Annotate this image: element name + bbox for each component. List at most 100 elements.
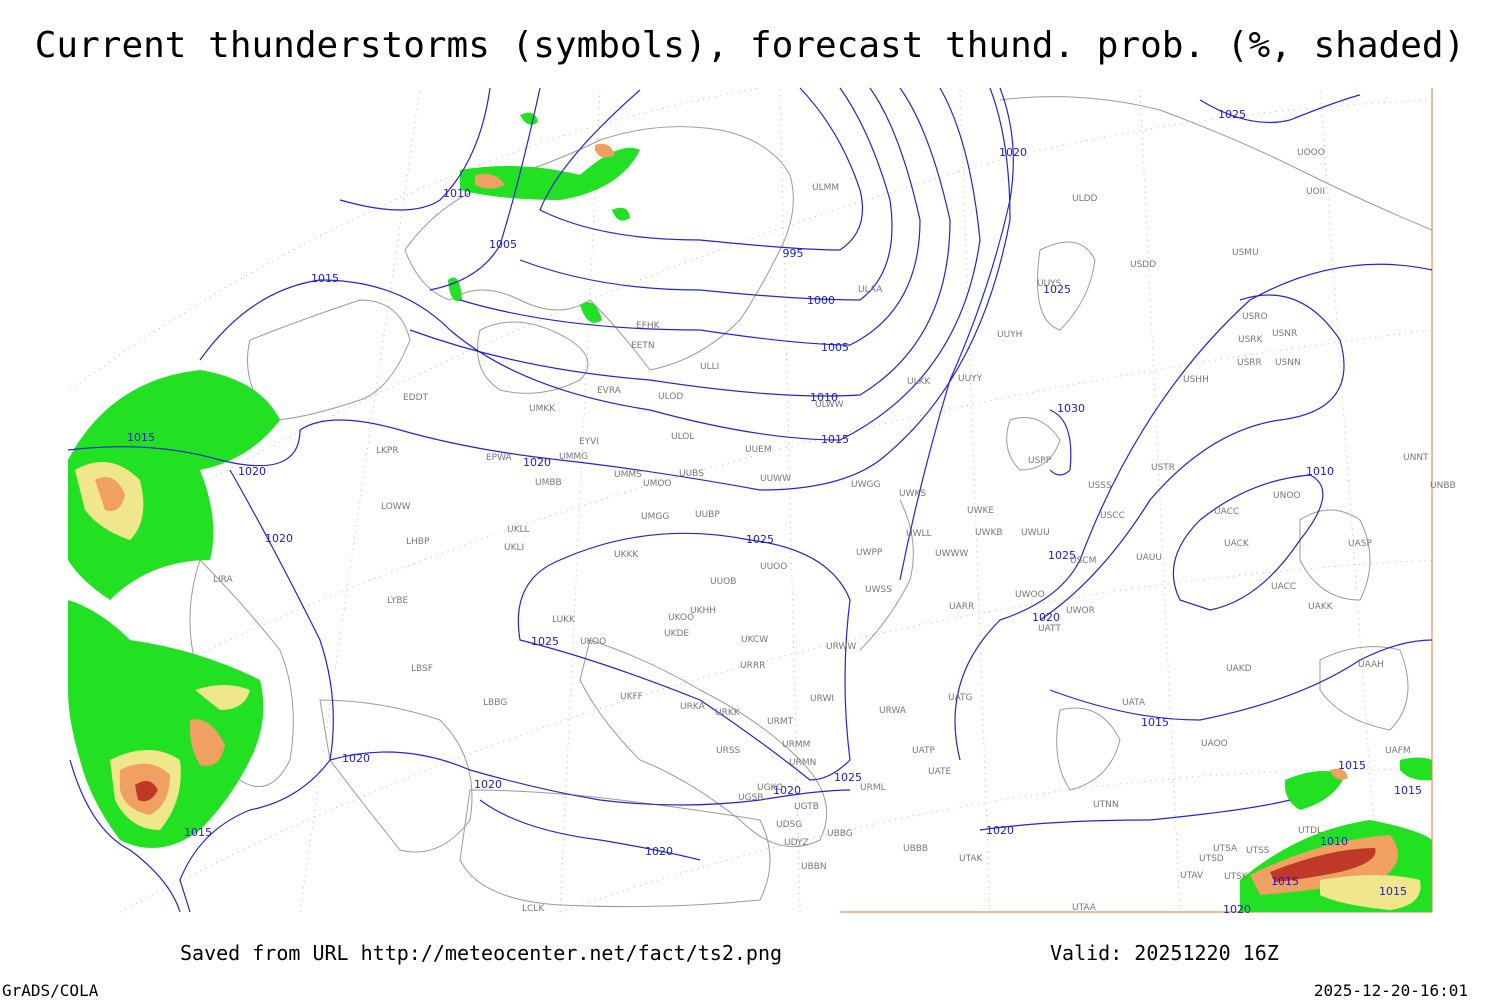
station-label: USRO	[1242, 312, 1268, 322]
station-label: USMU	[1232, 248, 1259, 258]
station-label: UATT	[1038, 624, 1061, 634]
isobar-label: 1015	[1379, 885, 1407, 898]
station-label: UWLL	[906, 529, 932, 539]
station-label: EPWA	[486, 453, 513, 463]
station-label: UWKB	[975, 528, 1003, 538]
isobar-label: 1015	[127, 431, 155, 444]
station-label: USNN	[1275, 358, 1301, 368]
station-label: UUBS	[679, 469, 704, 479]
station-label: UWUU	[1021, 528, 1050, 538]
station-label: URKA	[680, 702, 706, 712]
station-label: UKOO	[668, 613, 694, 623]
station-label: UTAA	[1072, 903, 1097, 913]
timestamp: 2025-12-20-16:01	[1314, 981, 1468, 1000]
station-label: LCLK	[522, 904, 545, 914]
station-label: LBSF	[411, 664, 433, 674]
map-labels: 1010 1005 1015 995 1000 1005 1010 1015 1015 1020 1…	[127, 108, 1456, 916]
isobar-label: 1020	[523, 456, 551, 469]
isobar-label: 1000	[807, 294, 835, 307]
station-label: ULDD	[1072, 194, 1098, 204]
isobar-label: 1015	[1338, 759, 1366, 772]
station-label: USCM	[1070, 556, 1096, 566]
station-label: UKLI	[504, 543, 524, 553]
station-label: UWOO	[1015, 590, 1045, 600]
station-label: UWKE	[967, 506, 994, 516]
isobar-label: 1005	[821, 341, 849, 354]
valid-time: Valid: 20251220 16Z	[1050, 941, 1279, 965]
isobar-label: 1015	[1141, 716, 1169, 729]
station-label: UASP	[1348, 539, 1372, 549]
station-label: UBBB	[903, 844, 928, 854]
station-label: UTSS	[1246, 846, 1270, 856]
station-label: USNR	[1272, 329, 1297, 339]
isobar-label: 1010	[443, 187, 471, 200]
station-label: UAFM	[1385, 746, 1411, 756]
station-label: UMGG	[641, 512, 669, 522]
station-label: UAKK	[1308, 602, 1334, 612]
station-label: EETN	[631, 341, 655, 351]
station-label: URMN	[789, 758, 816, 768]
station-label: UTNN	[1093, 800, 1119, 810]
station-label: ULOD	[658, 392, 683, 402]
station-label: UNOO	[1273, 491, 1301, 501]
station-label: UWSS	[865, 585, 892, 595]
isobar-label: 1015	[1271, 875, 1299, 888]
station-label: URMT	[767, 717, 794, 727]
station-label: URMM	[782, 740, 810, 750]
station-label: UKKK	[614, 550, 639, 560]
isobar-label: 1015	[311, 272, 339, 285]
station-label: UWPP	[856, 548, 883, 558]
coastlines	[189, 96, 1433, 908]
station-label: URWI	[810, 694, 834, 704]
station-label: UKLL	[507, 525, 530, 535]
isobar-label: 1015	[821, 433, 849, 446]
station-label: UKOO	[580, 637, 606, 647]
station-label: LUKK	[552, 615, 576, 625]
station-label: UAKD	[1226, 664, 1252, 674]
station-label: LBBG	[483, 698, 507, 708]
station-label: UTDL	[1298, 826, 1322, 836]
isobar-label: 1030	[1057, 402, 1085, 415]
station-label: EYVI	[579, 437, 599, 447]
isobar-label: 1020	[773, 784, 801, 797]
isobar-label: 1025	[1218, 108, 1246, 121]
station-label: UATE	[928, 767, 952, 777]
station-label: UMMG	[559, 452, 588, 462]
station-label: UGSB	[738, 793, 763, 803]
isobar-label: 1025	[746, 533, 774, 546]
station-label: UUYH	[997, 330, 1022, 340]
isobar-label: 1025	[1043, 283, 1071, 296]
isobar-label: 1020	[986, 824, 1014, 837]
station-label: USSS	[1088, 481, 1112, 491]
station-label: UATG	[948, 693, 973, 703]
isobars	[67, 87, 1433, 913]
station-label: UMKK	[529, 404, 556, 414]
station-label: UTSK	[1224, 872, 1249, 882]
station-label: ULLI	[700, 362, 719, 372]
station-label: UACC	[1214, 507, 1239, 517]
station-label: USDD	[1130, 260, 1156, 270]
station-label: ULOL	[671, 432, 694, 442]
station-label: UDYZ	[784, 838, 809, 848]
station-label: UUBP	[695, 510, 720, 520]
station-label: LIRA	[213, 575, 234, 585]
station-label: UWOR	[1066, 606, 1095, 616]
station-label: UTAK	[959, 854, 984, 864]
station-label: UUYS	[1037, 279, 1062, 289]
station-label: ULMM	[812, 183, 839, 193]
station-label: UTSD	[1199, 854, 1224, 864]
isobar-label: 1020	[265, 532, 293, 545]
station-label: LOWW	[381, 502, 411, 512]
station-label: UAOO	[1201, 739, 1228, 749]
station-label: USRK	[1238, 335, 1264, 345]
isobar-label: 1010	[810, 391, 838, 404]
station-label: ULKK	[907, 377, 932, 387]
isobar-label: 1020	[474, 778, 502, 791]
station-label: UUYY	[958, 374, 983, 384]
station-label: UMBB	[535, 478, 562, 488]
station-label: URRR	[740, 661, 765, 671]
isobar-label: 1015	[184, 826, 212, 839]
station-label: UWGG	[851, 480, 880, 490]
station-label: USPP	[1028, 456, 1052, 466]
